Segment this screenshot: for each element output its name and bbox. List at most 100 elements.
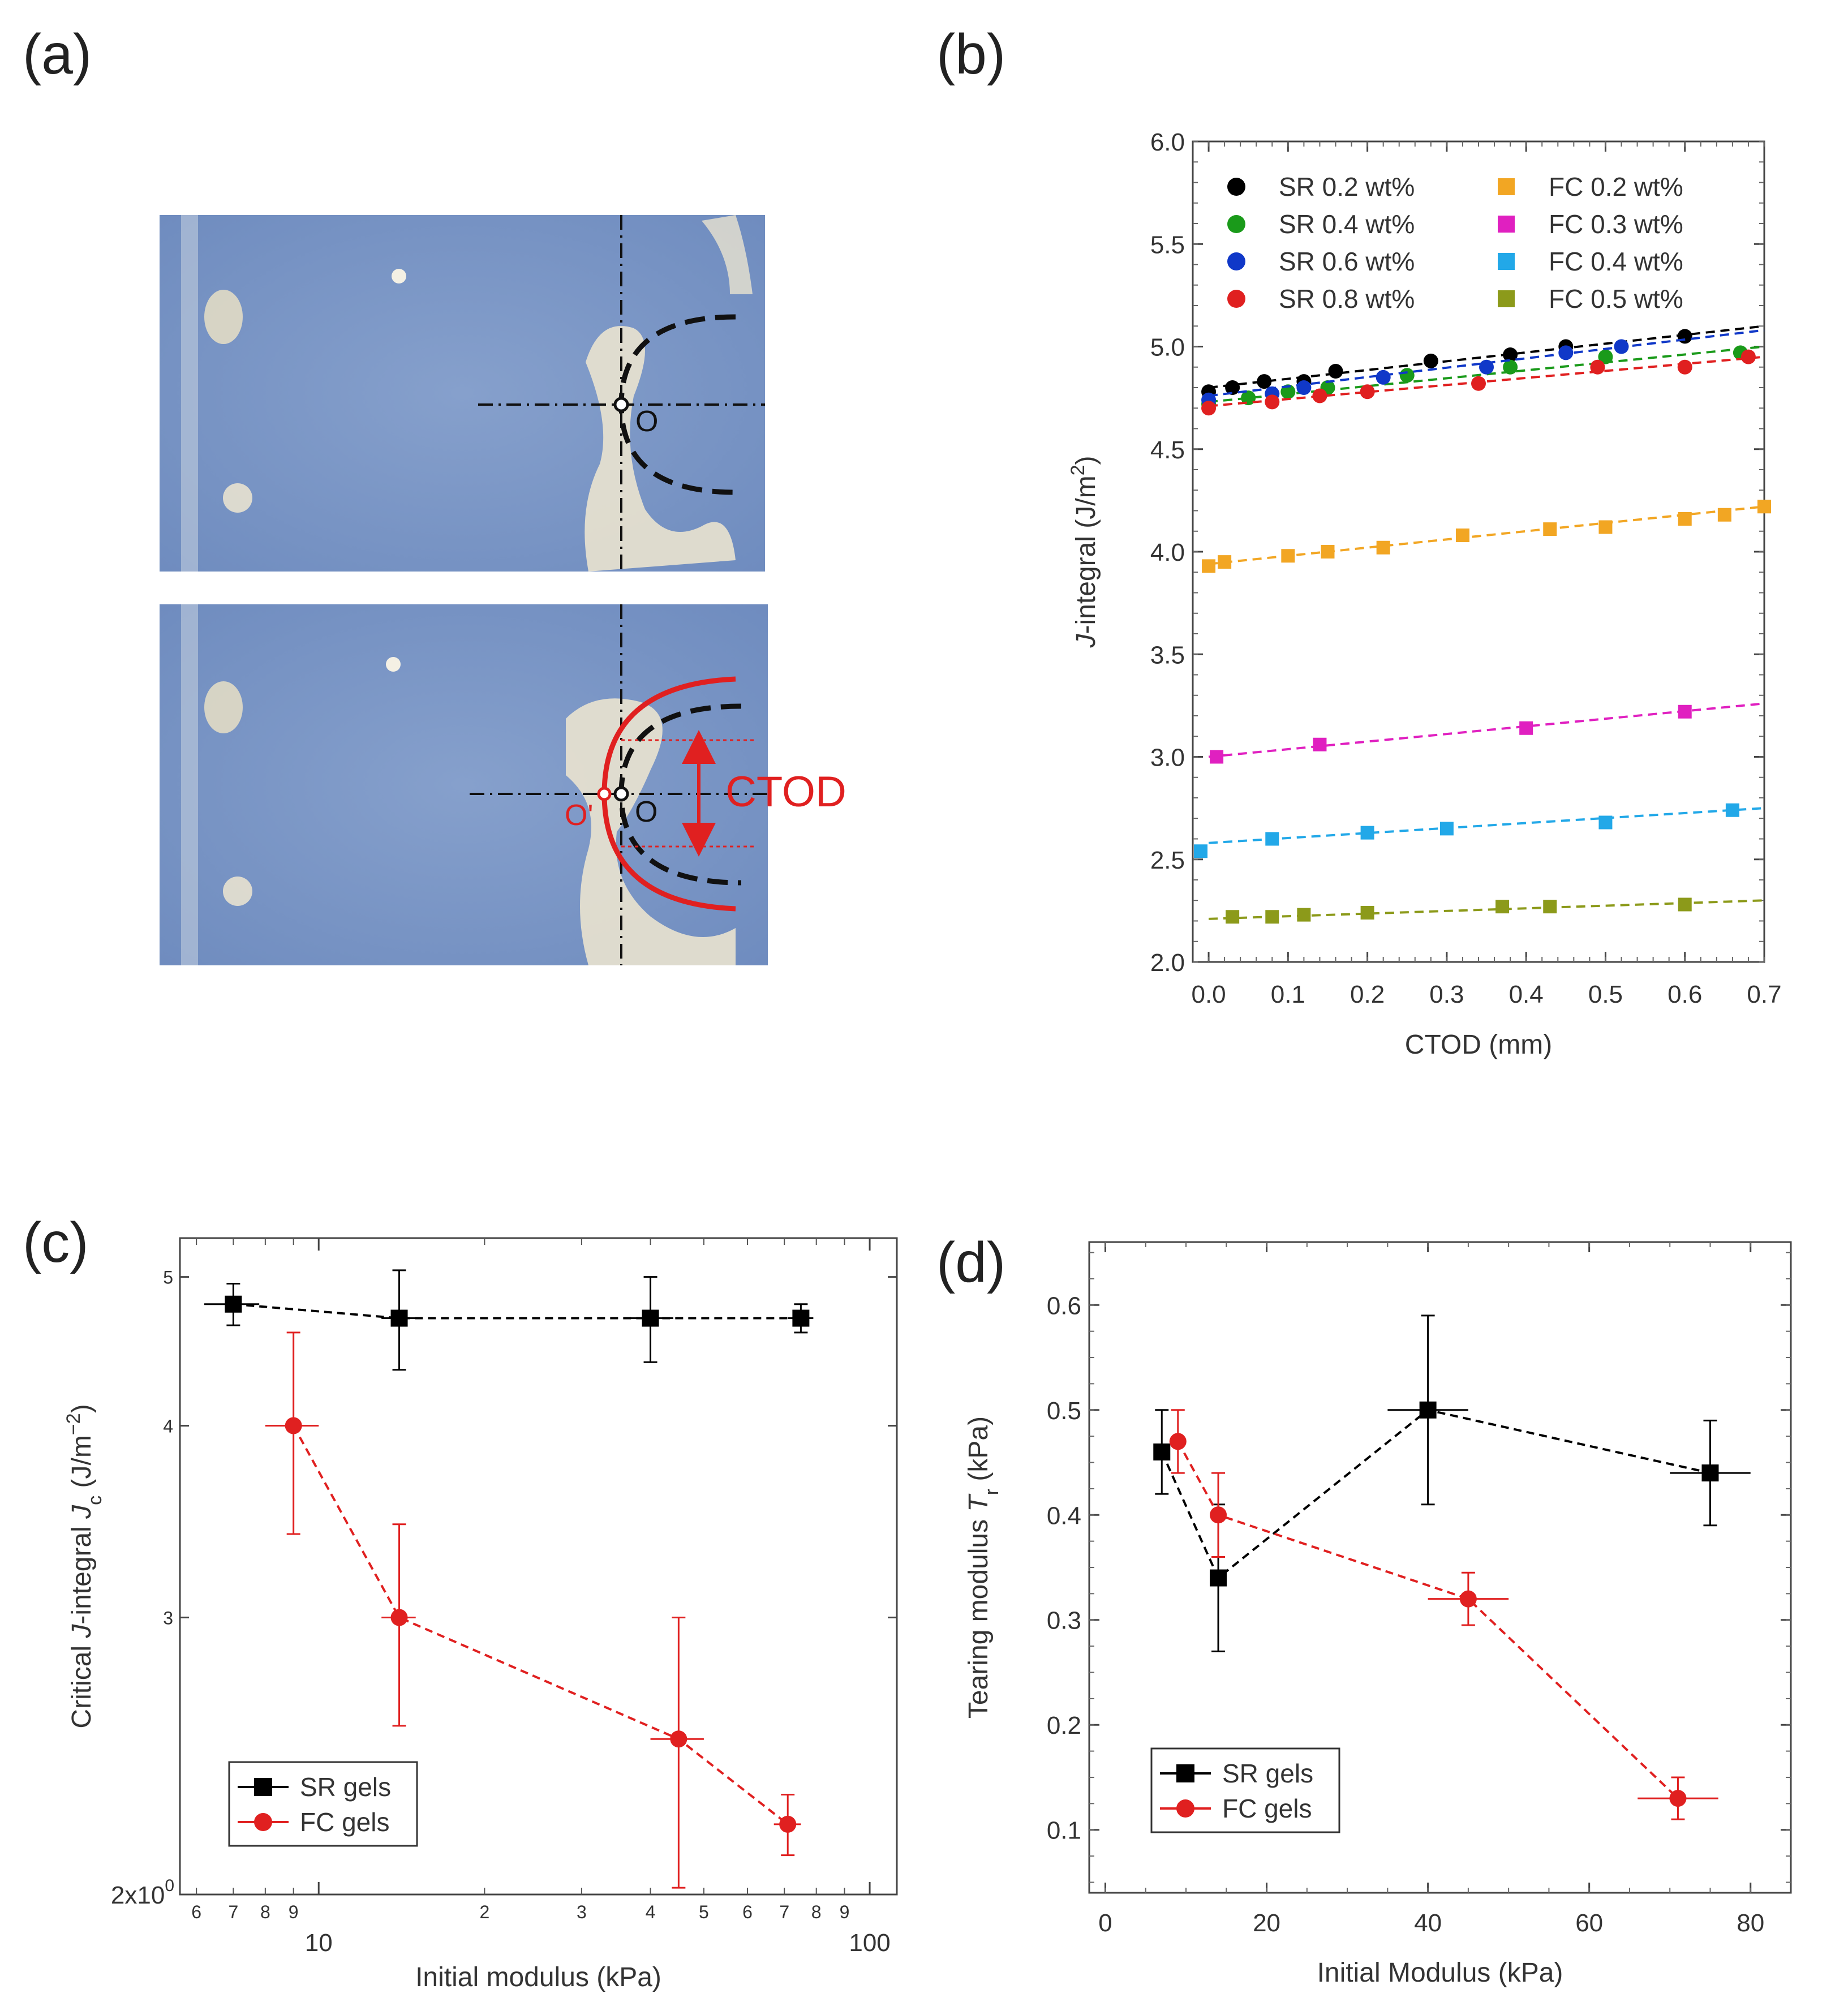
chart-c-point [390,1609,408,1626]
chart-b-legend-label: SR 0.6 wt% [1279,247,1415,276]
chart-b-series [1202,500,1771,573]
chart-b-point [1558,345,1574,360]
chart-b-series [1208,897,1765,924]
chart-c-xminor-label: 7 [228,1902,238,1922]
chart-b-point [1210,750,1224,764]
chart-d-point [1153,1443,1171,1460]
chart-c-xminor-label: 6 [742,1902,753,1922]
chart-b-point [1226,910,1240,924]
chart-b-point [1543,900,1557,914]
point-o-prime-label: O' [565,799,593,832]
chart-b-ytick-label: 4.5 [1150,436,1185,464]
chart-b-point [1376,540,1390,555]
chart-b-point [1201,401,1217,416]
chart-b-point [1399,368,1415,383]
chart-b-point [1297,908,1311,922]
chart-c-xminor-label: 6 [191,1902,201,1922]
chart-b-ytick-label: 5.5 [1150,231,1185,259]
chart-b-point [1471,376,1486,391]
chart-b-point [1321,545,1335,559]
chart-b-point [1725,803,1739,817]
chart-b-point [1614,339,1629,354]
chart-d-xtick-label: 40 [1414,1909,1442,1937]
chart-d: 0 20 40 60 80 0.1 0.2 0.3 0.4 0.5 0.6 Initial Modul… [964,1241,1792,1988]
chart-b: 0.0 0.1 0.2 0.3 0.4 0.5 0.6 0.7 2.0 2.5 3.0 3.5 4.0 4… [1067,128,1782,1060]
chart-b-ytick-label: 3.0 [1150,744,1185,772]
chart-b-point [1328,364,1343,379]
chart-b-point [1678,704,1692,719]
chart-b-legend-label: SR 0.4 wt% [1279,209,1415,239]
chart-c-xtick-label: 100 [849,1929,890,1957]
point-o-label-top: O [635,405,658,438]
chart-c-ytick-label: 3 [163,1608,173,1628]
chart-b-point [1519,721,1533,735]
chart-c-point [225,1295,242,1313]
chart-b-point [1360,384,1375,399]
chart-b-point [1598,349,1613,364]
chart-c-xminor-label: 9 [289,1902,299,1922]
chart-b-point [1717,508,1731,522]
chart-d-ytick-label: 0.1 [1047,1817,1081,1845]
chart-b-legend-marker [1498,216,1515,233]
chart-c-line [292,1425,789,1825]
chart-d-series [1169,1409,1718,1820]
chart-d-point [1701,1464,1719,1482]
chart-b-point [1194,844,1208,858]
chart-b-ytick-label: 6.0 [1150,128,1185,156]
chart-b-point [1677,329,1692,344]
panel-a-label: (a) [23,23,92,86]
chart-b-legend-marker [1227,252,1245,270]
chart-d-point [1669,1790,1687,1807]
chart-d-ytick-label: 0.2 [1047,1712,1081,1739]
chart-b-series [1201,349,1765,416]
chart-b-xtick-label: 0.0 [1191,981,1226,1008]
chart-b-point [1439,822,1454,836]
chart-d-series [1153,1314,1751,1652]
panel-b-label: (b) [936,23,1005,86]
chart-b-point [1757,500,1771,514]
chart-d-xtick-label: 0 [1098,1909,1112,1937]
chart-b-legend-label: FC 0.5 wt% [1549,284,1683,313]
chart-c-legend-box [228,1761,418,1847]
chart-d-ytick-label: 0.6 [1047,1292,1081,1320]
chart-d-ytick-label: 0.3 [1047,1607,1081,1635]
chart-b-xtick-label: 0.1 [1271,981,1305,1008]
chart-b-point [1281,549,1295,563]
chart-d-xlabel: Initial Modulus (kPa) [1317,1958,1563,1988]
panel-a-photo-top: O [160,215,765,572]
chart-b-fit-line [1208,355,1765,407]
chart-b-point [1313,737,1327,751]
chart-b-legend-marker [1498,178,1515,195]
chart-b-point [1241,390,1256,406]
chart-b-point [1360,826,1374,840]
chart-c-xtick-label: 10 [305,1929,333,1957]
chart-c-xminor-label: 2 [479,1902,489,1922]
chart-d-legend-marker [1176,1764,1194,1782]
chart-b-point [1677,359,1692,375]
chart-d-legend-box [1150,1747,1340,1833]
chart-c-xminor-label: 7 [779,1902,789,1922]
chart-c-frame [179,1237,898,1896]
chart-c-ytick-label: 4 [163,1416,173,1437]
chart-b-ytick-label: 2.5 [1150,847,1185,874]
chart-c-xminor-label: 8 [260,1902,270,1922]
chart-c-xminor-label: 8 [811,1902,822,1922]
chart-b-xtick-label: 0.7 [1747,981,1781,1008]
chart-b-point [1218,555,1232,569]
chart-b-point [1740,349,1756,364]
point-o-label-bottom: O [635,796,657,828]
chart-b-point [1678,512,1692,526]
chart-d-legend: SR gels FC gels [1150,1747,1340,1833]
chart-b-xtick-label: 0.2 [1350,981,1385,1008]
chart-d-point [1210,1569,1227,1587]
chart-b-legend-marker [1227,178,1245,196]
chart-b-point [1503,347,1518,362]
chart-c-point [390,1309,408,1327]
chart-d-point [1419,1401,1437,1419]
chart-b-point [1678,897,1692,912]
chart-b-legend-marker [1227,290,1245,308]
chart-d-legend-label: FC gels [1222,1794,1312,1823]
chart-b-point [1312,388,1327,403]
chart-b-point [1423,353,1438,368]
